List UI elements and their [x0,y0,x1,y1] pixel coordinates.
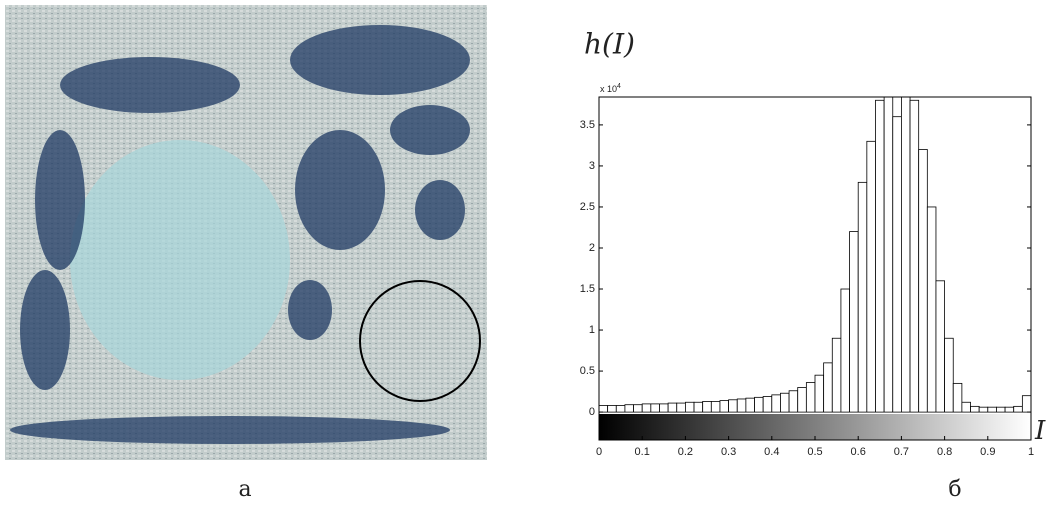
y-tick-label: 1.5 [580,283,595,295]
y-axis-label: h(I) [584,28,635,61]
bar [685,401,695,413]
bar [771,394,781,413]
bar [745,397,755,413]
bar [676,402,686,413]
bar [1004,406,1015,413]
bar [987,406,997,413]
y-tick-label: 2 [589,242,595,254]
y-tick-label: 0 [589,406,595,418]
bar [1013,405,1023,413]
bar [944,337,954,413]
bar [849,231,859,413]
caption: б [948,477,961,502]
bar [901,97,911,413]
x-tick-label: 0.3 [721,446,736,458]
y-scale-exponent: 4 [617,83,621,90]
bar [624,404,634,413]
bars [599,97,1031,413]
bar [667,402,678,413]
bar [736,398,747,413]
bar [780,392,790,413]
x-tick-label: 0.2 [678,446,693,458]
bar [1021,395,1031,413]
bar [961,401,971,413]
x-tick-label: 0.5 [807,446,822,458]
x-tick-label: 0.9 [980,446,995,458]
bar [797,387,807,413]
bar [831,337,842,413]
bar [814,374,825,413]
bar [978,406,989,413]
bar [702,401,712,413]
bar [788,390,799,413]
bar [857,181,868,413]
y-tick-label: 0.5 [580,365,595,377]
bar [805,382,816,413]
bar [918,149,928,413]
bar [719,400,730,413]
photo [5,5,487,460]
bar [926,206,937,413]
bar [875,99,885,413]
y-tick-label: 3 [589,160,595,172]
y-scale-base: x 10 [600,84,617,94]
x-tick-label: 0.1 [635,446,650,458]
y-scale-label: x 104 [600,83,621,95]
caption: а [238,477,251,502]
x-tick-label: 0 [596,446,602,458]
bar [599,405,609,413]
x-tick-label: 0.4 [764,446,779,458]
y-tick-label: 1 [589,324,595,336]
bar [754,396,764,413]
bar [935,280,946,413]
bar [970,405,980,413]
bar [728,399,738,413]
x-axis-label: I [1034,416,1046,446]
bar [892,116,902,413]
bar [641,403,652,413]
y-tick-label: 3.5 [580,119,595,131]
bar [996,406,1006,413]
x-tick-label: 0.7 [894,446,909,458]
bar [909,99,920,413]
bar [659,403,669,413]
bar [840,288,850,413]
bar [650,403,660,413]
bar [615,405,626,413]
bar [693,401,704,413]
colorbar [599,414,1031,440]
x-tick-label: 0.6 [851,446,866,458]
x-tick-label: 1 [1028,446,1034,458]
bar [883,97,894,413]
bar [823,362,833,413]
bar [866,140,876,413]
y-tick-label: 2.5 [580,201,595,213]
bar [607,405,617,413]
bar [952,382,963,413]
bar [633,404,643,413]
bar [762,396,773,413]
x-tick-label: 0.8 [937,446,952,458]
bar [710,401,721,413]
